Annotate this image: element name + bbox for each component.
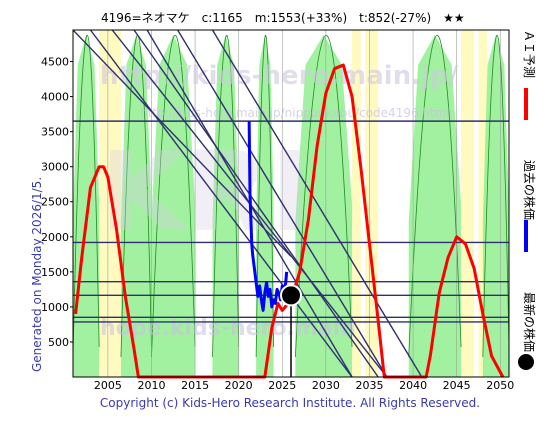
watermark-url-top: http://kids-hero.main.jp/	[100, 61, 459, 91]
x-tick-labels: 2005 2010 2015 2020 2025 2030 2035 2040 2045 2050	[94, 379, 514, 392]
x-tick-2045: 2045	[443, 379, 471, 392]
legend-label-0: ＡＩ予測	[522, 30, 536, 78]
x-tick-2030: 2030	[312, 379, 340, 392]
legend-label-2: 最新の株価	[522, 292, 537, 352]
y-tick-labels: 500 1000 1500 2000 2500 3000 3500 4000 4500	[41, 56, 73, 349]
y-tick-2000: 2000	[41, 231, 69, 244]
green-curve-1	[120, 34, 152, 358]
yellow-band-3	[461, 30, 475, 377]
x-tick-2020: 2020	[225, 379, 253, 392]
yellow-band-4	[478, 30, 488, 377]
y-tick-500: 500	[48, 336, 69, 349]
trend-line-5	[177, 30, 388, 377]
y-tick-3000: 3000	[41, 161, 69, 174]
watermark-url-mid: http://kids-hero.main.jp/nipponkabu/code…	[140, 106, 450, 120]
current-price-layer	[280, 284, 302, 377]
x-tick-2015: 2015	[181, 379, 209, 392]
plot-frame	[72, 29, 510, 378]
legend-label-1: 過去の株価	[522, 160, 537, 220]
y-tick-4500: 4500	[41, 56, 69, 69]
trend-line-0	[73, 30, 292, 257]
watermark-bottom: hope.kids-hero.main	[100, 316, 356, 341]
watermarks: http://kids-hero.main.jp/ http://kids-he…	[100, 61, 459, 341]
x-tick-2005: 2005	[94, 379, 122, 392]
current-price-dot	[280, 284, 302, 307]
trend-line-1	[89, 30, 353, 377]
yellow-band-0	[99, 30, 121, 377]
axes	[72, 29, 510, 378]
y-tick-1500: 1500	[41, 266, 69, 279]
green-curve-4	[255, 34, 274, 358]
generated-date-label: Generated on Monday 2026/1/5.	[30, 177, 44, 372]
y-tick-2500: 2500	[41, 196, 69, 209]
x-tick-2040: 2040	[399, 379, 427, 392]
chart-header: 4196=ネオマケ c:1165 m:1553(+33%) t:852(-27%…	[101, 11, 465, 25]
x-tick-2050: 2050	[486, 379, 514, 392]
x-tick-2010: 2010	[137, 379, 165, 392]
legend-swatch-2	[518, 354, 534, 370]
green-curve-7	[482, 34, 510, 358]
y-tick-3500: 3500	[41, 126, 69, 139]
x-tick-2025: 2025	[268, 379, 296, 392]
green-curve-6	[408, 34, 462, 358]
trend-line-3	[133, 30, 379, 377]
y-tick-4000: 4000	[41, 91, 69, 104]
x-gridlines	[107, 30, 501, 377]
copyright-footer: Copyright (c) Kids-Hero Research Institu…	[100, 396, 480, 410]
trend-line-6	[211, 30, 423, 377]
y-tick-1000: 1000	[41, 301, 69, 314]
yellow-band-1	[352, 30, 361, 377]
green-curve-5	[294, 34, 353, 358]
x-tick-2035: 2035	[355, 379, 383, 392]
green-curve-2	[151, 34, 196, 358]
